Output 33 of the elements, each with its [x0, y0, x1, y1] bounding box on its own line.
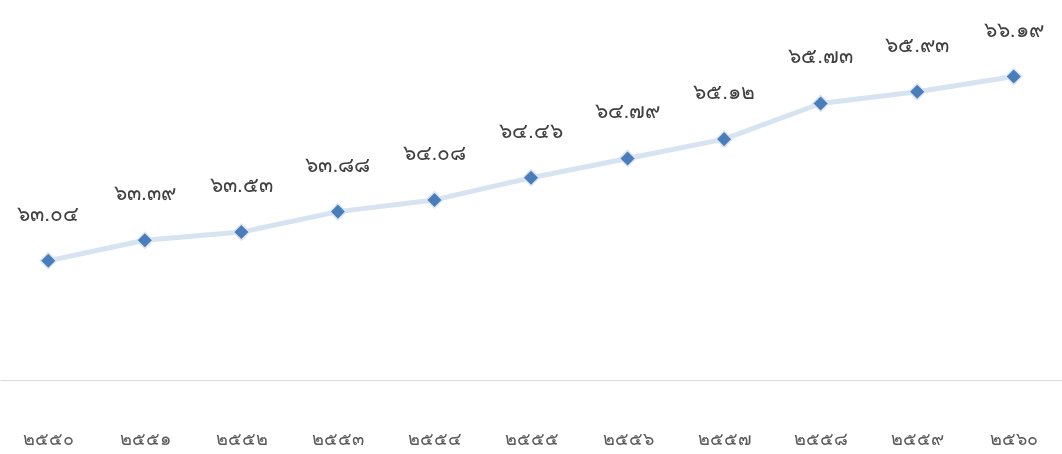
- point: [136, 231, 154, 250]
- x-tick-label: ๒๕๕๕: [504, 428, 559, 449]
- point: [39, 251, 58, 270]
- x-tick-label: ๒๕๕๑: [119, 428, 171, 449]
- point: [329, 202, 347, 221]
- data-label: ๖๕.๙๓: [885, 32, 950, 56]
- x-tick-label: ๒๕๕๔: [407, 428, 462, 449]
- point: [522, 168, 540, 187]
- point: [232, 223, 251, 241]
- data-label: ๖๔.๐๘: [402, 140, 467, 164]
- x-tick-label: ๒๕๖๐: [990, 428, 1039, 449]
- point: [425, 191, 444, 209]
- data-label: ๖๓.๐๔: [17, 201, 80, 225]
- data-label: ๖๖.๑๙: [983, 17, 1044, 41]
- x-tick-label: ๒๕๕๙: [891, 428, 945, 449]
- data-label: ๖๓.๕๓: [209, 173, 273, 197]
- x-tick-label: ๒๕๕๘: [794, 428, 849, 449]
- x-tick-label: ๒๕๕๓: [312, 428, 365, 449]
- point: [811, 94, 830, 113]
- data-label: ๖๕.๑๒: [693, 80, 756, 104]
- x-tick-label: ๒๕๕๒: [215, 428, 268, 449]
- point: [618, 149, 637, 168]
- point: [715, 130, 733, 148]
- point: [908, 82, 926, 101]
- x-tick-label: ๒๕๕๗: [697, 428, 752, 449]
- point: [1004, 67, 1023, 86]
- data-label: ๖๓.๘๘: [305, 152, 371, 176]
- data-label: ๖๔.๔๖: [499, 118, 563, 142]
- x-tick-label: ๒๕๕๐: [23, 428, 75, 449]
- data-label: ๖๔.๗๙: [594, 99, 661, 123]
- data-label: ๖๓.๓๙: [113, 181, 176, 205]
- data-label: ๖๕.๗๓: [788, 44, 854, 68]
- x-tick-label: ๒๕๕๖: [602, 428, 654, 449]
